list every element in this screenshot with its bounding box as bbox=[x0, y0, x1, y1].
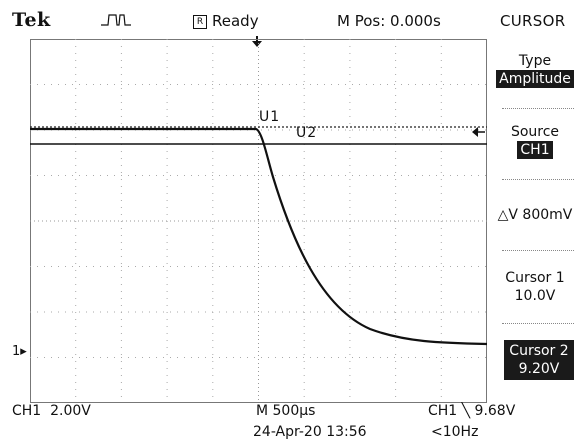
source-value: CH1 bbox=[517, 141, 553, 159]
main-position: M Pos: 0.000s bbox=[337, 12, 441, 30]
cursor-2-button[interactable]: Cursor 2 9.20V bbox=[504, 340, 574, 380]
cursor-side-menu: Type Amplitude Source CH1 △V 800mV Curso… bbox=[490, 39, 580, 403]
ch1-scale: CH1 2.00V bbox=[12, 403, 91, 419]
cursor-arrow-icon bbox=[472, 127, 485, 137]
cursor-1-label: Cursor 1 bbox=[505, 270, 565, 286]
timebase: M 500µs bbox=[256, 403, 316, 419]
cursor-u1-label: U1 bbox=[259, 109, 281, 125]
type-button[interactable]: Type Amplitude bbox=[490, 52, 580, 88]
status-bar: Tek R Ready M Pos: 0.000s CURSOR bbox=[0, 0, 580, 36]
ch1-marker-arrow-icon: ▸ bbox=[20, 344, 27, 359]
trigger-readout: CH1 ╲ 9.68V bbox=[428, 403, 516, 419]
run-mode-icon: R bbox=[193, 15, 207, 29]
menu-title: CURSOR bbox=[500, 12, 566, 30]
cursor-1-button[interactable]: Cursor 1 10.0V bbox=[490, 269, 580, 305]
pulse-waveform-icon bbox=[101, 14, 131, 26]
cursor-2-value: 9.20V bbox=[518, 361, 560, 377]
brand-logo: Tek bbox=[12, 9, 51, 31]
cursor-2-label: Cursor 2 bbox=[509, 343, 569, 359]
menu-divider bbox=[502, 323, 574, 324]
cursor-1-value: 10.0V bbox=[514, 288, 556, 304]
trigger-frequency: <10Hz bbox=[431, 424, 479, 440]
ch1-waveform-trace bbox=[30, 127, 487, 346]
datetime: 24-Apr-20 13:56 bbox=[253, 424, 367, 440]
source-button[interactable]: Source CH1 bbox=[490, 123, 580, 159]
menu-divider bbox=[502, 250, 574, 251]
graticule-center-axes bbox=[30, 39, 487, 403]
delta-v-readout: △V 800mV bbox=[497, 207, 573, 223]
type-value: Amplitude bbox=[496, 70, 574, 88]
source-label: Source bbox=[510, 124, 560, 140]
waveform-display[interactable] bbox=[30, 39, 487, 403]
type-label: Type bbox=[518, 53, 552, 69]
menu-divider bbox=[502, 179, 574, 180]
menu-divider bbox=[502, 108, 574, 109]
cursor-u2-label: U2 bbox=[296, 125, 318, 141]
graticule-grid bbox=[30, 39, 487, 403]
ch1-level-marker: 1▸ bbox=[12, 344, 27, 359]
acquisition-status: Ready bbox=[212, 12, 259, 30]
